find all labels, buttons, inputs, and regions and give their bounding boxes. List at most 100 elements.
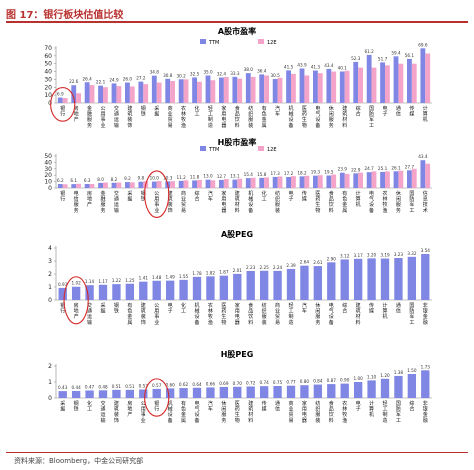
h-peg-title: H股PEG — [221, 349, 254, 359]
a-peg-value-label-18: 2.64 — [300, 260, 310, 265]
a-peg-bar-16 — [273, 270, 282, 300]
a-pe-category-label-7: 采掘 — [154, 105, 159, 118]
h-peg-category-label-2: 化工 — [87, 400, 92, 413]
a-pe-category-label-20: 休闲服务 — [329, 105, 334, 129]
a-pe-value-label-5: 26.0 — [123, 77, 133, 82]
h-pe-legend-swatch-0 — [200, 146, 206, 151]
h-pe-bar-ttm-7 — [151, 181, 157, 188]
h-pe-bar-12e-24 — [385, 171, 390, 188]
h-pe-category-label-4: 交通运输 — [114, 190, 119, 214]
h-peg-bar-12 — [219, 386, 229, 398]
a-peg-bar-8 — [165, 280, 175, 300]
a-peg-value-label-15: 2.25 — [259, 265, 269, 270]
h-pe-category-label-7: 公用事业 — [154, 191, 159, 214]
a-pe-value-label-11: 35.0 — [203, 70, 213, 75]
h-pe-bar-ttm-10 — [192, 180, 197, 188]
h-peg-bar-14 — [246, 386, 255, 398]
h-pe-ytick-label-20: 20 — [44, 172, 52, 179]
a-peg-category-label-10: 机械设备 — [194, 302, 199, 326]
h-peg-value-label-19: 0.84 — [313, 379, 323, 384]
a-pe-bar-12e-18 — [304, 75, 310, 103]
h-peg-category-label-9: 有色金属 — [181, 400, 186, 424]
a-pe-bar-12e-14 — [250, 76, 256, 103]
h-pe-category-label-24: 农林牧渔 — [382, 190, 387, 214]
h-peg-category-label-12: 休闲服务 — [221, 400, 226, 424]
h-peg-value-label-15: 0.74 — [259, 380, 269, 385]
a-peg-value-label-4: 1.22 — [112, 278, 122, 283]
h-pe-bar-ttm-14 — [245, 178, 251, 188]
h-pe-bar-ttm-3 — [98, 182, 103, 188]
a-peg-value-label-0: 0.93 — [58, 282, 68, 287]
a-pe-value-label-23: 61.2 — [364, 49, 374, 54]
a-pe-category-label-12: 家用电器 — [221, 105, 226, 129]
h-pe-category-label-27: 信息技术 — [423, 190, 428, 214]
h-pe-bar-ttm-19 — [313, 175, 318, 188]
h-peg-ytick-label-1: 1 — [48, 379, 52, 386]
a-pe-value-label-20: 43.4 — [324, 63, 334, 68]
a-peg-value-label-17: 2.39 — [286, 263, 296, 268]
h-pe-title: H股市盈率 — [218, 137, 257, 147]
a-pe-category-label-11: 轻工制造 — [208, 105, 213, 129]
a-pe-bar-ttm-19 — [313, 70, 318, 103]
a-peg-ytick-label-1: 1 — [48, 284, 52, 291]
top-rule — [6, 21, 468, 23]
h-pe-ytick-label-0: 0 — [48, 185, 52, 192]
a-peg-ytick-label-4: 4 — [48, 245, 52, 252]
a-pe-bar-ttm-0 — [57, 97, 63, 103]
h-pe-category-label-21: 有色金属 — [342, 190, 347, 214]
h-pe-category-label-23: 电气设备 — [369, 190, 374, 214]
h-pe-bar-12e-27 — [425, 163, 431, 188]
a-peg-value-label-11: 1.82 — [206, 270, 216, 275]
h-pe-value-label-22: 22.9 — [351, 167, 361, 172]
h-pe-value-label-1: 6.1 — [70, 178, 77, 183]
a-pe-bar-12e-0 — [62, 98, 68, 103]
h-peg-value-label-13: 0.70 — [233, 381, 243, 386]
a-pe-bar-12e-25 — [398, 63, 404, 103]
a-pe-value-label-2: 26.4 — [82, 76, 92, 81]
a-pe-bar-12e-10 — [197, 81, 202, 103]
h-pe-ytick-label-40: 40 — [44, 159, 52, 166]
h-peg-value-label-1: 0.44 — [71, 385, 81, 390]
h-pe-value-label-6: 9.8 — [138, 176, 145, 181]
h-peg-bar-2 — [85, 390, 94, 398]
a-pe-value-label-9: 30.2 — [176, 73, 186, 78]
a-peg-ytick-label-0: 0 — [48, 297, 52, 304]
a-pe-value-label-15: 36.4 — [257, 68, 267, 73]
a-peg-category-label-16: 商业贸易 — [275, 302, 280, 326]
h-pe-bar-12e-11 — [210, 180, 216, 188]
h-pe-category-label-5: 采掘 — [127, 190, 132, 203]
h-pe-bar-ttm-25 — [393, 171, 399, 188]
h-pe-bar-12e-8 — [170, 181, 175, 188]
a-peg-bar-20 — [327, 262, 336, 300]
h-peg-bar-19 — [313, 384, 323, 398]
a-pe-bar-ttm-5 — [125, 82, 130, 103]
a-pe-title: A股市盈率 — [218, 26, 256, 36]
h-pe-value-label-23: 24.7 — [364, 166, 374, 171]
a-pe-value-label-17: 41.5 — [284, 64, 294, 69]
h-pe-bar-12e-25 — [398, 170, 404, 188]
a-pe-bar-ttm-13 — [232, 76, 238, 103]
a-peg-bar-1 — [71, 286, 81, 300]
h-peg-category-label-16: 通信 — [275, 400, 280, 413]
a-peg-category-label-7: 公用事业 — [154, 303, 159, 326]
h-peg-value-label-9: 0.62 — [179, 382, 189, 387]
h-pe-value-label-13: 13.1 — [230, 174, 240, 179]
a-peg-value-label-19: 2.61 — [313, 260, 323, 265]
a-peg-bar-4 — [112, 284, 121, 300]
h-peg-value-label-17: 0.77 — [286, 380, 296, 385]
a-peg-value-label-14: 2.23 — [246, 265, 256, 270]
h-pe-bar-ttm-15 — [259, 177, 265, 188]
h-peg-category-label-13: 医药生物 — [235, 401, 240, 424]
a-pe-value-label-13: 33.3 — [230, 71, 240, 76]
a-peg-category-label-3: 采掘 — [100, 302, 105, 315]
h-pe-bar-12e-2 — [89, 184, 95, 188]
h-peg-category-label-23: 计算机 — [369, 400, 374, 418]
h-peg-highlight-ellipse — [144, 378, 170, 417]
a-pe-category-label-1: 房地产 — [74, 105, 79, 123]
h-pe-category-label-25: 休闲服务 — [396, 190, 401, 214]
a-pe-bar-12e-6 — [143, 84, 149, 103]
h-peg-value-label-16: 0.75 — [273, 380, 283, 385]
h-pe-bar-12e-9 — [183, 180, 189, 188]
h-pe-value-label-4: 8.2 — [111, 177, 118, 182]
a-pe-ytick-label-40: 40 — [44, 69, 52, 76]
